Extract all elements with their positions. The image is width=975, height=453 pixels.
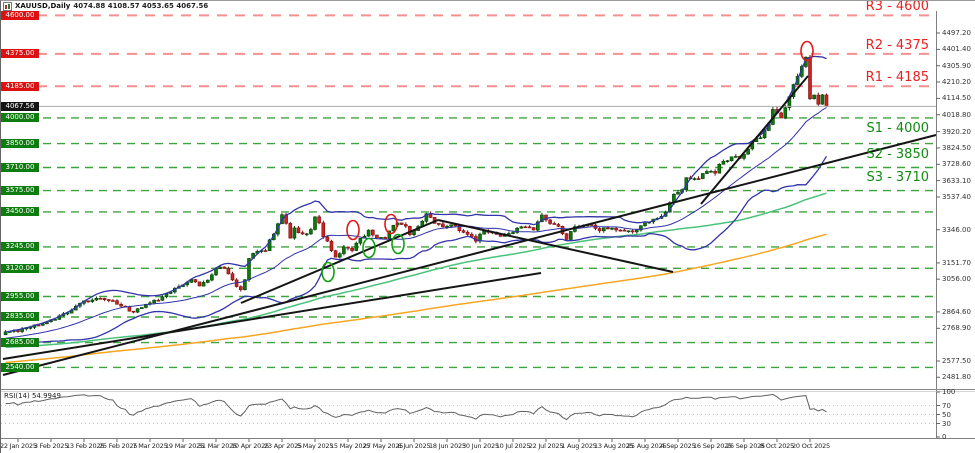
chart-frame	[1, 11, 975, 442]
bollinger-bands	[5, 55, 828, 346]
support-resistance-lines	[1, 14, 936, 369]
rsi-panel	[1, 393, 936, 424]
moving-averages	[5, 192, 827, 364]
trendlines	[2, 75, 937, 376]
ellipse-annotations	[321, 40, 814, 283]
